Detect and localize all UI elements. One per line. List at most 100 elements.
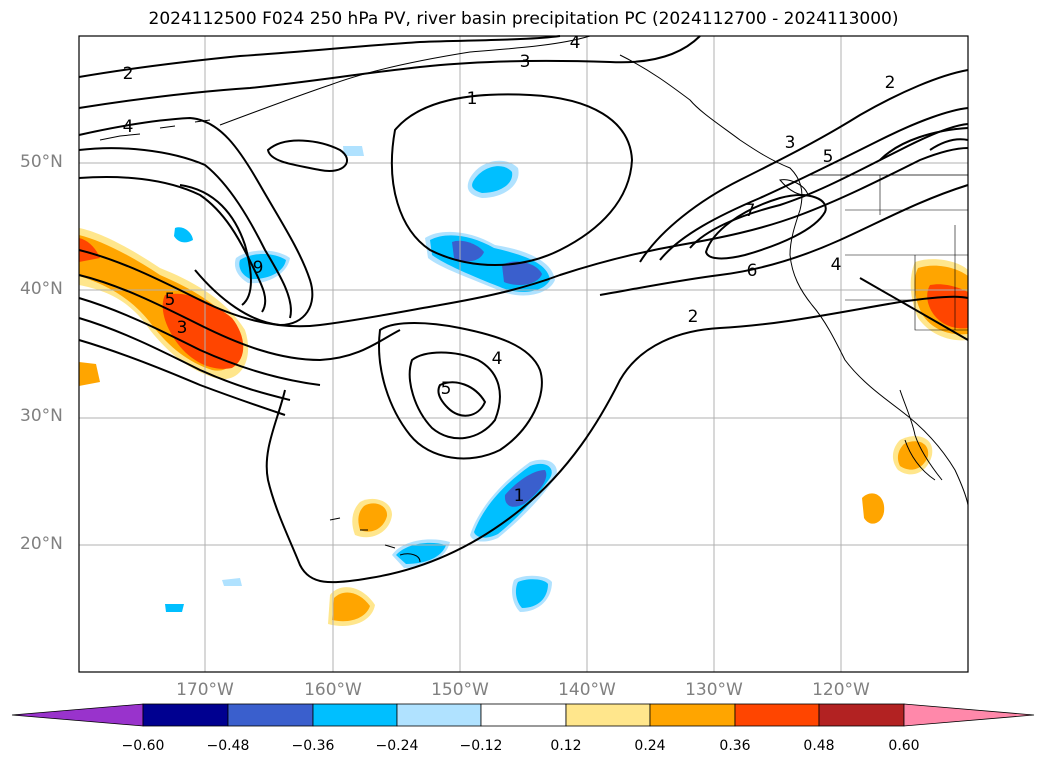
contour-label: 3 <box>177 318 188 338</box>
colorbar-segment <box>818 703 905 727</box>
lat-label-40n: 40°N <box>20 279 63 299</box>
lon-label-140w: 140°W <box>558 680 616 700</box>
pv-contour-west-1 <box>78 147 292 319</box>
precip-region-tiny-blue-2 <box>343 146 364 156</box>
colorbar-segment <box>312 703 398 727</box>
pv-contour-central-4 <box>378 322 543 460</box>
pv-contour-baja-jet <box>859 277 969 341</box>
precip-region-west-band-max <box>162 293 244 369</box>
contour-label: 5 <box>441 379 452 399</box>
pv-contours <box>78 35 969 584</box>
contour-label: 1 <box>514 486 525 506</box>
contour-label: 7 <box>745 201 756 221</box>
precip-region-sw-us-max <box>927 284 968 329</box>
colorbar-tick-label: 0.36 <box>719 738 751 754</box>
pv-contour-central-5 <box>408 351 501 440</box>
contour-label-text: 2 4 3 1 4 3 5 2 7 6 4 2 4 5 9 5 3 1 <box>123 33 896 506</box>
hawaii-islands <box>329 517 421 563</box>
lon-label-120w: 120°W <box>812 680 870 700</box>
precip-region-mexico <box>862 493 885 524</box>
precip-region-tiny-blue-4 <box>222 578 242 586</box>
pv-contour-1-gulf <box>391 93 634 266</box>
coastline-baja <box>899 389 943 481</box>
colorbar-tick-label: 0.12 <box>550 738 582 754</box>
contour-label: 9 <box>253 258 264 278</box>
pv-contour-3-north <box>78 35 701 109</box>
precip-region-south-blue-core <box>515 579 548 608</box>
colorbar-tick-label: −0.12 <box>459 738 503 754</box>
pv-contour-2-north <box>78 35 561 78</box>
precip-region-tiny-blue-3 <box>165 604 184 612</box>
lat-label-50n: 50°N <box>20 152 63 172</box>
contour-label: 1 <box>467 89 478 109</box>
pv-contour-main-3 <box>78 297 321 386</box>
precip-region-west-small <box>79 362 100 386</box>
contour-label: 4 <box>123 117 134 137</box>
lon-label-130w: 130°W <box>685 680 743 700</box>
contour-label: 2 <box>885 73 896 93</box>
colorbar-tick-label: −0.60 <box>121 738 165 754</box>
colorbar-tick-label: −0.24 <box>375 738 419 754</box>
precip-region-subtropic-jet-max <box>504 470 547 507</box>
pv-contour-jet-3 <box>639 69 969 263</box>
contour-label: 4 <box>831 255 842 275</box>
precip-region-gulf-north-core <box>472 166 513 193</box>
contour-label: 4 <box>492 349 503 369</box>
contour-label: 5 <box>165 290 176 310</box>
pv-contour-main-4 <box>78 317 291 401</box>
precip-region-south-orange-core <box>332 592 370 622</box>
coastlines <box>99 35 969 563</box>
pv-contour-main-2 <box>78 274 401 362</box>
pv-contour-east-2 <box>929 138 969 151</box>
map-gridlines <box>79 36 968 672</box>
lon-label-170w: 170°W <box>176 680 234 700</box>
coastline-bc <box>619 54 969 506</box>
pv-contour-subtropical <box>265 295 969 584</box>
colorbar-tick-label: −0.48 <box>206 738 250 754</box>
contour-label: 6 <box>747 261 758 281</box>
colorbar-tick-label: 0.60 <box>888 738 920 754</box>
chart-title: 2024112500 F024 250 hPa PV, river basin … <box>148 9 899 29</box>
pv-contour-7-loop <box>704 194 827 260</box>
precip-region-central-north-max2 <box>502 261 542 286</box>
map-frame <box>78 35 969 673</box>
colorbar-segment <box>565 703 651 727</box>
precip-region-hawaii-north-core <box>358 503 388 532</box>
lon-label-150w: 150°W <box>431 680 489 700</box>
colorbar-segment <box>480 703 567 727</box>
colorbar-extend-left <box>11 703 144 727</box>
lon-label-160w: 160°W <box>304 680 362 700</box>
pv-contour-east-1 <box>879 127 969 161</box>
colorbar-extend-right <box>903 703 1035 727</box>
pv-contour-west-3 <box>179 184 252 306</box>
colorbar-segment <box>734 703 820 727</box>
contour-label: 4 <box>570 33 581 53</box>
colorbar-tick-label: −0.36 <box>291 738 335 754</box>
pv-contour-jet-2 <box>689 123 969 249</box>
colorbar-segment <box>227 703 314 727</box>
pv-contour-jet-1 <box>659 107 969 261</box>
colorbar-tick-label: 0.48 <box>803 738 835 754</box>
pv-contour-west-2 <box>78 176 267 313</box>
precip-region-tiny-blue-1 <box>174 227 193 243</box>
precip-region-hawaii-east-core <box>396 542 446 564</box>
colorbar-segment <box>649 703 736 727</box>
lat-label-20n: 20°N <box>20 534 63 554</box>
contour-label: 2 <box>688 307 699 327</box>
coastline-aleutians <box>99 119 211 141</box>
coastline-alaska <box>219 35 591 126</box>
precip-positive-shading <box>79 228 968 626</box>
pv-contour-west-small <box>266 139 348 172</box>
contour-label: 3 <box>785 133 796 153</box>
contour-label: 2 <box>123 64 134 84</box>
contour-label: 5 <box>823 147 834 167</box>
pv-contour-main-1 <box>78 147 969 328</box>
colorbar-tick-label: 0.24 <box>634 738 666 754</box>
pv-contour-2-ridge <box>599 184 969 296</box>
contour-label: 3 <box>520 52 531 72</box>
pv-contour-central-inner <box>437 381 487 417</box>
pv-contour-main-5 <box>78 339 286 416</box>
border-states <box>845 175 968 331</box>
colorbar-segment <box>142 703 229 727</box>
